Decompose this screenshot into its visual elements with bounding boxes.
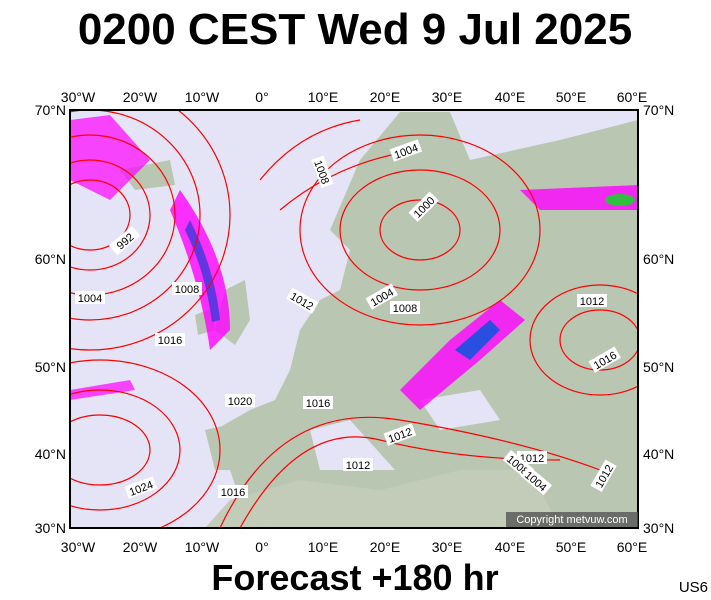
sea-mediterranean [310, 420, 395, 470]
isobar-value: 1012 [520, 453, 544, 465]
isobar-value: 1008 [175, 284, 199, 296]
isobar-label: 1012 [517, 451, 547, 465]
lon-label-bottom: 40°E [495, 539, 526, 555]
lon-label-bottom: 0° [255, 539, 268, 555]
land-iberia [205, 420, 270, 470]
isobar-value: 1008 [393, 303, 417, 315]
lat-label-left: 40°N [35, 446, 66, 462]
lat-label-right: 60°N [643, 251, 674, 267]
precip-heavy [185, 220, 220, 322]
isobar-label: 1016 [303, 396, 333, 410]
lon-label-bottom: 20°E [370, 539, 401, 555]
isobar-label-box [218, 485, 248, 498]
lat-label-right: 70°N [643, 102, 674, 118]
lon-label-bottom: 20°W [123, 539, 158, 555]
isobar-label-box [390, 301, 420, 314]
lon-label-bottom: 30°E [432, 539, 463, 555]
lat-label-right: 40°N [643, 446, 674, 462]
lon-label-top: 30°E [432, 89, 463, 105]
isobar-label-box [343, 458, 373, 471]
isobar-label-box [109, 225, 141, 256]
isobar-label: 1004 [75, 291, 105, 305]
isobar-value: 1020 [228, 396, 252, 408]
lon-label-top: 10°E [308, 89, 339, 105]
isobar-label: 1008 [390, 301, 420, 315]
lon-label-bottom: 50°E [556, 539, 587, 555]
lon-label-bottom: 10°E [308, 539, 339, 555]
lat-label-left: 60°N [35, 251, 66, 267]
isobar-label-box [124, 476, 158, 499]
isobar-value: 1012 [346, 460, 370, 472]
isobar-label-box [225, 394, 255, 407]
isobar-label-box [286, 287, 319, 314]
isobar-label: 1012 [343, 458, 373, 472]
land-europe-asia [215, 112, 638, 528]
isobar-label-box [75, 291, 105, 304]
isobar-value: 1016 [221, 487, 245, 499]
lon-label-top: 60°E [617, 89, 648, 105]
isobar-label-box [588, 346, 621, 373]
station-code: US6 [679, 579, 708, 596]
precip-east-heavy [455, 320, 500, 360]
lon-label-top: 20°W [123, 89, 158, 105]
isobar-label: 1016 [218, 485, 248, 499]
map-layers [70, 110, 638, 528]
isobar-label-box [517, 451, 547, 464]
isobar-label: 1016 [155, 333, 185, 347]
land-africa [205, 470, 560, 528]
isobar-label-box [590, 459, 617, 492]
isobar-value: 1012 [580, 296, 604, 308]
copyright-box [506, 512, 638, 527]
isobar-label-box [311, 155, 334, 189]
isobar-label-box [408, 191, 439, 222]
lat-label-left: 30°N [35, 520, 66, 536]
lon-label-top: 30°W [61, 89, 96, 105]
isobar-label: 1020 [225, 394, 255, 408]
lat-label-right: 50°N [643, 359, 674, 375]
isobar-label-box [520, 465, 552, 496]
precip-northwest [70, 115, 150, 200]
isobar-label-box [577, 294, 607, 307]
isobar-label: 1008 [172, 282, 202, 296]
precip-core [605, 194, 635, 206]
lon-label-top: 40°E [495, 89, 526, 105]
lon-label-bottom: 60°E [617, 539, 648, 555]
copyright: Copyright metvuw.com [516, 514, 627, 526]
forecast-label: Forecast +180 hr [211, 557, 498, 598]
lon-label-top: 10°W [185, 89, 220, 105]
lon-label-top: 0° [255, 89, 268, 105]
isobar-label-box [303, 396, 333, 409]
lon-label-bottom: 30°W [61, 539, 96, 555]
isobar-value: 1016 [158, 335, 182, 347]
sea-black [420, 390, 500, 430]
isobar-value: 1004 [78, 293, 102, 305]
title: 0200 CEST Wed 9 Jul 2025 [78, 5, 632, 54]
isobar-label-box [365, 283, 398, 310]
isobar-label: 1012 [577, 294, 607, 308]
isobars [70, 110, 638, 528]
isobar-label-box [155, 333, 185, 346]
isobar-label-box [172, 282, 202, 295]
isobar-label-box [383, 423, 417, 446]
map-frame [69, 109, 639, 529]
isobar-label-box [389, 139, 423, 162]
lon-label-top: 50°E [556, 89, 587, 105]
lon-label-bottom: 10°W [185, 539, 220, 555]
lat-label-right: 30°N [643, 520, 674, 536]
lat-label-left: 50°N [35, 359, 66, 375]
lat-label-left: 70°N [35, 102, 66, 118]
lon-label-top: 20°E [370, 89, 401, 105]
isobar-value: 1016 [306, 398, 330, 410]
